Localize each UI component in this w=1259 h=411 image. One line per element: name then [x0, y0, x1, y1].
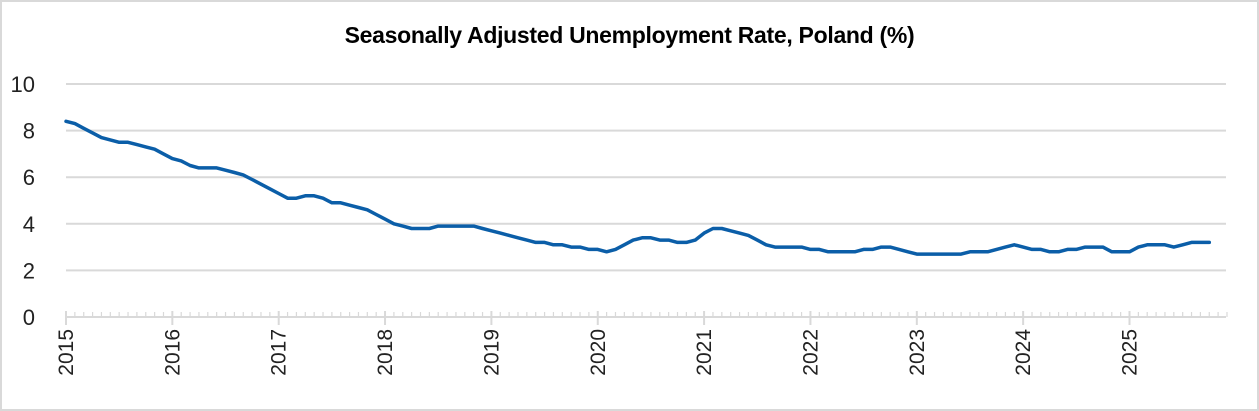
y-tick-label: 0 [23, 305, 35, 330]
x-tick-label: 2016 [161, 329, 184, 376]
x-tick-label: 2018 [374, 329, 397, 376]
x-tick-label: 2017 [268, 329, 291, 376]
y-tick-label: 8 [23, 119, 35, 144]
y-tick-label: 4 [23, 212, 35, 237]
unemployment-rate-line [64, 119, 1212, 256]
x-tick-label: 2023 [906, 329, 929, 376]
x-tick-label: 2024 [1012, 329, 1035, 376]
x-tick-label: 2020 [587, 329, 610, 376]
x-axis: 2015 2016 2017 2018 2019 2020 2021 2022 2023 2024… [55, 311, 1228, 376]
x-tick-label: 2025 [1119, 329, 1142, 376]
x-tick-label: 2019 [480, 329, 503, 376]
y-tick-label: 10 [11, 72, 35, 97]
y-tick-label: 6 [23, 165, 35, 190]
x-tick-label: 2021 [693, 329, 716, 376]
gridlines [66, 83, 1226, 272]
y-axis-labels: 0 2 4 6 8 10 [11, 72, 35, 330]
chart-title: Seasonally Adjusted Unemployment Rate, P… [344, 22, 915, 48]
x-tick-label: 2022 [799, 329, 822, 376]
y-tick-label: 2 [23, 258, 35, 283]
x-tick-label: 2015 [55, 329, 78, 376]
